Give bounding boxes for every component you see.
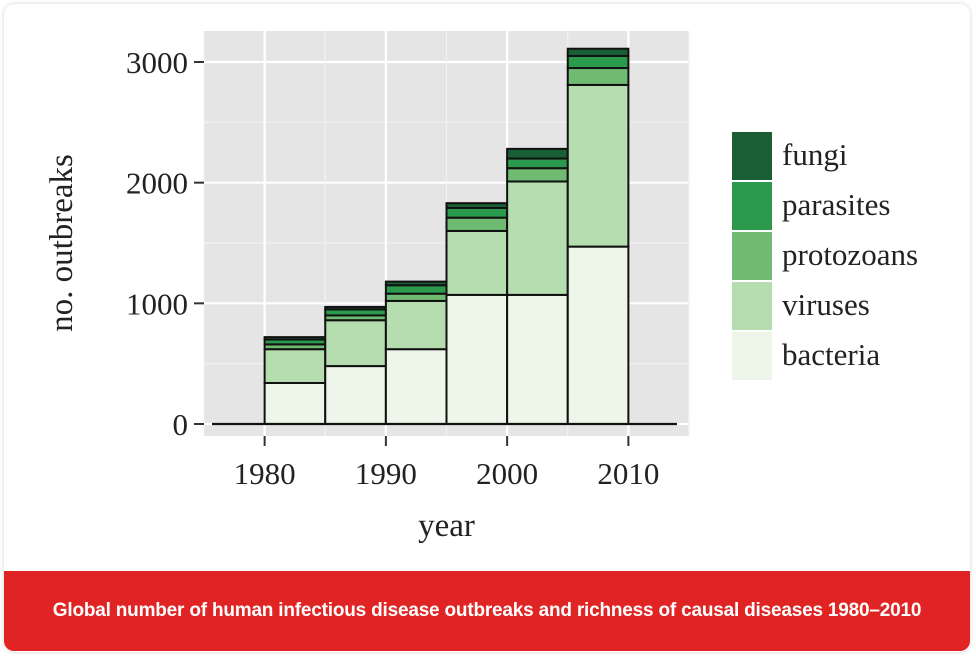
bar-bacteria [445,293,509,425]
legend-label-parasites: parasites [782,187,890,222]
bar-bacteria [506,293,569,425]
legend: fungi parasites protozoans viruses bacteria [732,132,918,380]
bar-fungi [445,202,509,210]
y-tick-label: 2000 [126,166,188,201]
bar-parasites [384,284,448,295]
legend-label-protozoans: protozoans [782,237,918,272]
bar-parasites [506,157,569,170]
bar-fungi [324,305,387,311]
legend-label-viruses: viruses [782,287,870,322]
y-axis: 0 1000 2000 3000 [126,45,204,442]
legend-swatch-protozoans [732,232,772,280]
bar-bacteria [384,348,448,426]
x-axis: 1980 1990 2000 2010 [234,436,659,491]
y-tick-label: 3000 [126,45,188,80]
legend-swatch-viruses [732,282,772,330]
bar-viruses [566,83,630,248]
legend-label-fungi: fungi [782,137,848,172]
y-tick-label: 1000 [126,286,188,321]
bars [263,47,630,426]
bar-protozoans [445,216,509,232]
bar-fungi [384,280,448,287]
bar-bacteria [566,245,630,425]
bar-viruses [445,229,509,296]
x-tick-label: 2000 [476,456,538,491]
bar-viruses [263,348,327,384]
figure-caption: Global number of human infectious diseas… [52,600,922,621]
bar-fungi [506,147,569,160]
bar-bacteria [263,381,327,425]
figure-card: 0 1000 2000 3000 1980 1990 2000 2010 no. outbr… [4,4,970,652]
bar-protozoans [384,292,448,302]
x-tick-label: 1980 [234,456,296,491]
bar-fungi [566,47,630,57]
bar-protozoans [506,167,569,183]
bar-viruses [384,299,448,351]
x-tick-label: 2010 [597,456,659,491]
y-axis-title: no. outbreaks [44,154,80,332]
bar-viruses [324,319,387,368]
bar-bacteria [324,365,387,425]
legend-label-bacteria: bacteria [782,337,880,372]
x-axis-title: year [418,508,475,544]
legend-swatch-parasites [732,182,772,230]
x-tick-label: 1990 [355,456,417,491]
caption-bar: Global number of human infectious diseas… [4,571,970,651]
bar-parasites [445,207,509,219]
bar-fungi [263,336,327,341]
y-tick-label: 0 [173,407,189,442]
bar-viruses [506,180,569,296]
legend-swatch-bacteria [732,332,772,380]
bar-parasites [566,54,630,70]
bar-protozoans [566,67,630,86]
stacked-bar-chart: 0 1000 2000 3000 1980 1990 2000 2010 no. outbr… [44,31,918,544]
legend-swatch-fungi [732,132,772,180]
